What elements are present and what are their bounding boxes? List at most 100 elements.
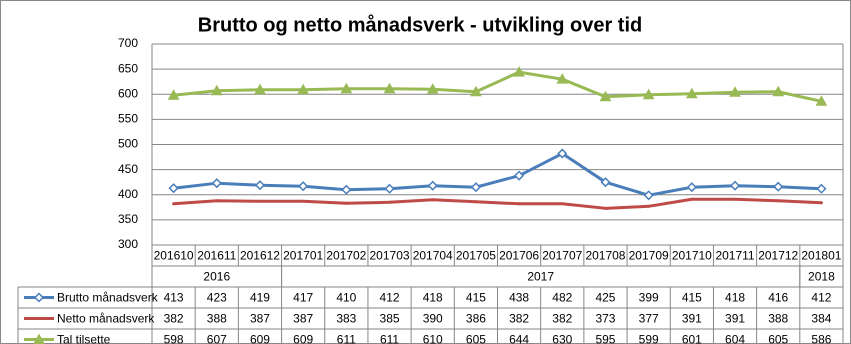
group-label: 2016 [203,270,230,284]
data-point [215,199,219,203]
data-point [383,82,396,94]
table-value: 419 [250,291,270,305]
table-value: 415 [466,291,486,305]
data-point [172,202,176,206]
y-tick-label: 350 [118,212,138,226]
data-point [560,202,564,206]
data-point [340,82,353,94]
x-tick-label: 201611 [197,249,236,263]
table-value: 412 [811,291,831,305]
table-value: 630 [552,333,572,344]
table-value: 418 [725,291,745,305]
x-tick-label: 201711 [715,249,754,263]
table-value: 385 [380,312,400,326]
table-value: 482 [552,291,572,305]
data-point [210,84,223,96]
x-tick-label: 201712 [758,249,798,263]
y-tick-label: 700 [118,36,138,50]
table-value: 644 [509,333,529,344]
data-point [686,182,697,193]
data-point [514,170,525,181]
data-point [341,184,352,195]
x-tick-label: 201705 [456,249,496,263]
x-tick-label: 201706 [499,249,539,263]
table-value: 391 [682,312,702,326]
table-value: 611 [337,333,356,344]
data-point [772,85,785,97]
y-tick-label: 550 [118,112,138,126]
table-value: 382 [164,312,184,326]
table-value: 413 [164,291,184,305]
data-point [815,95,828,106]
data-point [388,200,392,204]
y-tick-label: 450 [118,162,138,176]
y-tick-label: 300 [118,237,138,251]
data-point [297,83,310,95]
table-value: 383 [336,312,356,326]
table-value: 373 [595,312,615,326]
data-point [426,83,439,94]
table-value: 399 [639,291,659,305]
table-value: 377 [639,312,659,326]
table-value: 586 [811,333,831,344]
data-point [517,202,521,206]
table-value: 412 [380,291,400,305]
data-point [599,90,612,102]
table-value: 415 [682,291,702,305]
x-tick-label: 201710 [672,249,712,263]
table-value: 388 [768,312,788,326]
y-tick-label: 650 [118,61,138,75]
group-label: 2018 [808,270,835,284]
table-value: 601 [682,333,702,344]
data-point [384,183,395,194]
x-tick-label: 201610 [154,249,194,263]
legend-label: Tal tilsette [57,333,111,344]
table-value: 598 [164,333,184,344]
x-tick-label: 201707 [542,249,582,263]
x-tick-label: 201612 [240,249,280,263]
series-line [173,70,822,103]
table-value: 388 [207,312,227,326]
table-value: 607 [207,333,227,344]
data-point [301,199,305,203]
data-point [258,199,262,203]
table-value: 418 [423,291,443,305]
table-value: 410 [336,291,356,305]
data-point [513,66,525,77]
data-point [470,85,482,97]
table-value: 611 [380,333,399,344]
y-tick-label: 600 [118,86,138,100]
table-value: 387 [293,312,313,326]
data-point [344,201,348,205]
data-point [690,197,694,201]
data-point [733,197,737,201]
data-point [470,182,481,193]
x-tick-label: 201701 [283,249,323,263]
table-value: 417 [293,291,313,305]
legend-label: Brutto månadsverk [57,291,159,305]
legend-label: Netto månadsverk [57,312,155,326]
series-line [173,152,822,197]
table-value: 599 [639,333,659,344]
table-value: 382 [552,312,572,326]
data-point [211,178,222,189]
data-point [819,201,823,205]
series-line [173,197,822,210]
table-value: 605 [768,333,788,344]
data-point [427,180,438,191]
table-value: 386 [466,312,486,326]
data-point [557,148,568,159]
data-point [254,83,266,95]
table-value: 605 [466,333,486,344]
data-point [603,206,607,210]
data-point [773,181,784,192]
table-value: 438 [509,291,529,305]
data-point [642,88,655,100]
data-point [298,181,309,192]
table-value: 384 [811,312,831,326]
data-point [600,177,611,188]
x-tick-label: 201704 [413,249,453,263]
table-value: 382 [509,312,529,326]
